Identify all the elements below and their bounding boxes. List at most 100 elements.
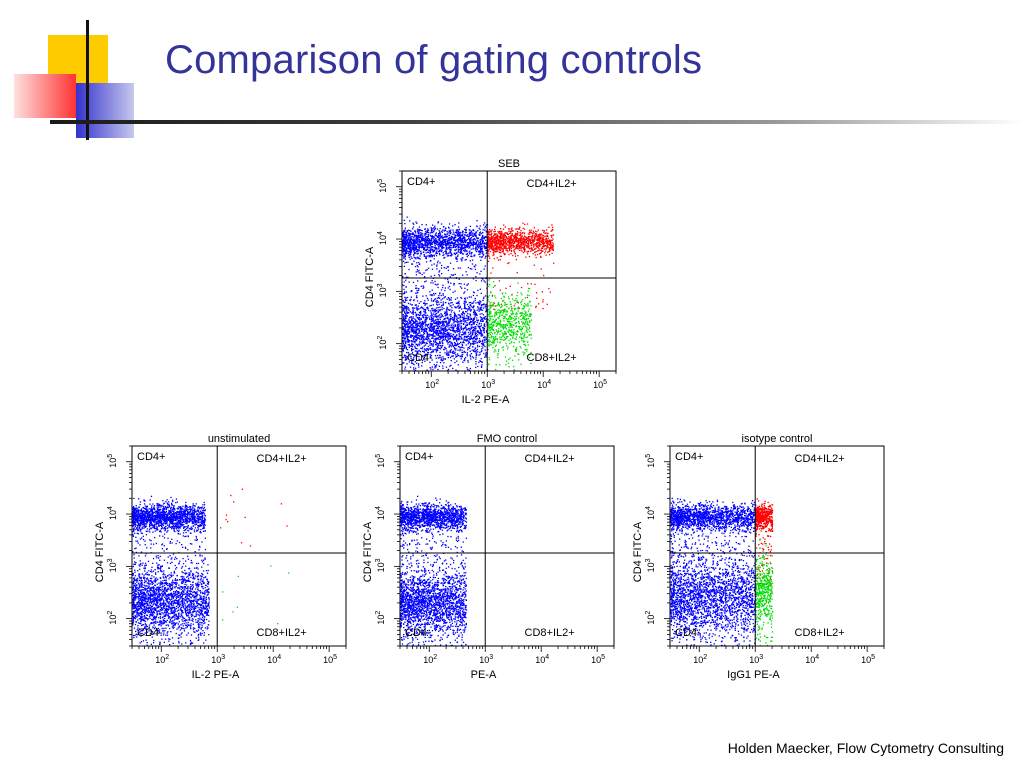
event-point <box>469 307 471 309</box>
event-point <box>478 227 480 229</box>
event-point <box>439 292 441 294</box>
event-point <box>459 307 461 309</box>
event-point <box>439 341 441 343</box>
event-point <box>468 340 470 342</box>
event-point <box>461 351 463 354</box>
event-point <box>407 307 409 309</box>
event-point <box>475 232 477 234</box>
event-point <box>405 251 407 253</box>
event-point <box>470 230 473 232</box>
event-point <box>469 246 471 248</box>
event-point <box>477 245 479 247</box>
event-point <box>434 375 435 376</box>
event-point <box>467 283 469 285</box>
event-point <box>477 306 479 308</box>
event-point <box>430 344 433 346</box>
event-point <box>454 249 456 251</box>
event-point <box>422 244 424 246</box>
event-point <box>438 297 440 299</box>
event-point <box>420 324 422 326</box>
event-point <box>537 249 539 252</box>
event-point <box>433 335 435 337</box>
event-point <box>428 241 431 243</box>
event-point <box>475 361 477 363</box>
event-point <box>495 239 497 242</box>
event-point <box>419 332 421 334</box>
event-point <box>546 244 549 246</box>
event-point <box>439 342 442 344</box>
event-point <box>404 338 406 340</box>
event-point <box>435 338 437 340</box>
event-point <box>438 242 441 245</box>
event-point <box>442 356 444 358</box>
event-point <box>464 234 466 236</box>
event-point <box>460 252 462 254</box>
event-point <box>403 240 406 242</box>
event-point <box>468 233 470 235</box>
event-point <box>458 243 460 246</box>
event-point <box>484 236 486 238</box>
deco-blue-square <box>76 83 134 138</box>
event-point <box>424 344 427 346</box>
event-point <box>465 324 467 326</box>
event-point <box>471 331 473 333</box>
event-point <box>460 313 463 315</box>
event-point <box>487 260 490 262</box>
event-point <box>429 248 432 251</box>
event-point <box>443 362 445 364</box>
event-point <box>439 254 441 256</box>
event-point <box>441 248 443 250</box>
event-point <box>412 335 414 337</box>
event-point <box>426 246 429 248</box>
event-point <box>429 342 431 344</box>
event-point <box>416 306 418 308</box>
event-point <box>519 239 521 241</box>
event-point <box>471 392 472 393</box>
event-point <box>535 233 537 235</box>
event-point <box>403 335 405 337</box>
event-point <box>544 245 546 247</box>
event-point <box>427 235 430 237</box>
event-point <box>485 252 487 254</box>
event-point <box>431 236 433 238</box>
event-point <box>426 247 428 249</box>
event-point <box>535 292 538 294</box>
event-point <box>496 237 499 239</box>
event-point <box>550 240 552 242</box>
event-point <box>472 244 474 246</box>
event-point <box>424 228 426 230</box>
event-point <box>483 238 485 240</box>
event-point <box>425 328 428 330</box>
population-cd4-il2- <box>402 276 489 393</box>
event-point <box>524 316 526 318</box>
event-point <box>476 246 478 248</box>
event-point <box>506 337 508 339</box>
event-point <box>408 341 410 343</box>
event-point <box>459 237 462 239</box>
event-point <box>535 251 537 253</box>
event-point <box>538 244 540 246</box>
event-point <box>520 286 523 289</box>
event-point <box>438 338 440 340</box>
event-point <box>439 339 441 341</box>
event-point <box>414 342 416 344</box>
event-point <box>415 343 418 345</box>
event-point <box>404 311 406 314</box>
event-point <box>404 273 406 275</box>
event-point <box>524 250 526 253</box>
event-point <box>459 338 461 340</box>
event-point <box>429 256 431 258</box>
event-point <box>474 239 476 241</box>
event-point <box>416 249 419 251</box>
event-point <box>407 247 409 249</box>
event-point <box>485 236 487 239</box>
event-point <box>513 249 515 251</box>
event-point <box>440 337 442 339</box>
event-point <box>431 326 434 329</box>
event-point <box>442 286 444 289</box>
event-point <box>503 254 506 256</box>
event-point <box>492 246 495 248</box>
event-point <box>449 305 451 307</box>
event-point <box>415 322 417 325</box>
